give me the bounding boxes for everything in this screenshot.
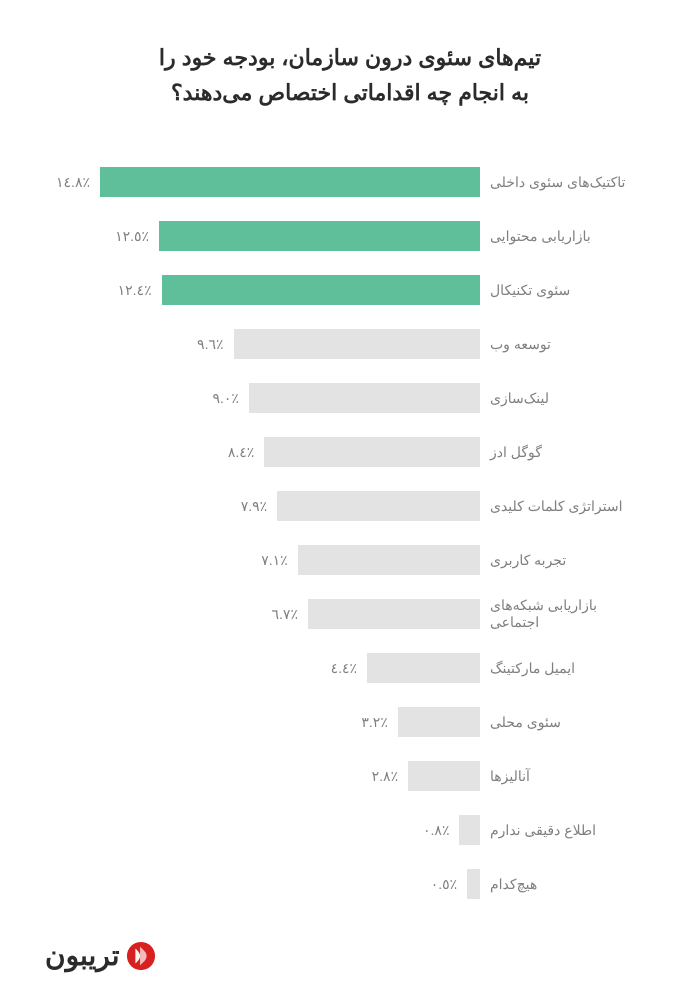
- bar-label: استراتژی کلمات کلیدی: [480, 498, 650, 515]
- title-line-2: به انجام چه اقداماتی اختصاص می‌دهند؟: [171, 80, 529, 105]
- bar-track: ٪١٢.٥: [50, 221, 480, 251]
- bar-row: بازاریابی محتوایی ٪١٢.٥: [50, 209, 650, 263]
- bar-row: تجربه کاربری ٪٧.١: [50, 533, 650, 587]
- bar-track: ٪٧.٩: [50, 491, 480, 521]
- bar-track: ٪٩.٠: [50, 383, 480, 413]
- bar-value: ٪٧.١: [261, 552, 287, 569]
- bar-label: بازاریابی شبکه‌های اجتماعی: [480, 597, 650, 631]
- bar-label: اطلاع دقیقی ندارم: [480, 822, 650, 839]
- bar-row: ایمیل مارکتینگ ٪٤.٤: [50, 641, 650, 695]
- bar-fill: [100, 167, 480, 197]
- bar-fill: [408, 761, 480, 791]
- bar-value: ٪٢.٨: [372, 768, 398, 785]
- bar-value: ٪١٢.٥: [115, 228, 149, 245]
- bar-label: سئوی محلی: [480, 714, 650, 731]
- bar-track: ٪٦.٧: [50, 599, 480, 629]
- bar-label: تاکتیک‌های سئوی داخلی: [480, 174, 650, 191]
- bar-fill: [162, 275, 480, 305]
- bar-row: سئوی تکنیکال ٪١٢.٤: [50, 263, 650, 317]
- bar-label: ایمیل مارکتینگ: [480, 660, 650, 677]
- bar-track: ٪٠.٨: [50, 815, 480, 845]
- bar-fill: [398, 707, 480, 737]
- bar-row: تاکتیک‌های سئوی داخلی ٪١٤.٨: [50, 155, 650, 209]
- bar-track: ٪٩.٦: [50, 329, 480, 359]
- bar-label: بازاریابی محتوایی: [480, 228, 650, 245]
- bar-fill: [234, 329, 480, 359]
- bar-row: آنالیزها ٪٢.٨: [50, 749, 650, 803]
- bar-value: ٪١٤.٨: [56, 174, 90, 191]
- bar-value: ٪٩.٦: [197, 336, 223, 353]
- bar-row: توسعه وب ٪٩.٦: [50, 317, 650, 371]
- bar-value: ٪٠.٨: [423, 822, 449, 839]
- bar-value: ٪٦.٧: [272, 606, 298, 623]
- bar-label: لینک‌سازی: [480, 390, 650, 407]
- bar-value: ٪٨.٤: [228, 444, 254, 461]
- bar-row: گوگل ادز ٪٨.٤: [50, 425, 650, 479]
- bar-value: ٪٩.٠: [212, 390, 238, 407]
- bar-track: ٪٤.٤: [50, 653, 480, 683]
- bar-label: آنالیزها: [480, 768, 650, 785]
- brand-logo-icon: [126, 941, 156, 971]
- bar-value: ٪٤.٤: [331, 660, 357, 677]
- bar-track: ٪٠.٥: [50, 869, 480, 899]
- bar-fill: [298, 545, 480, 575]
- bar-value: ٪١٢.٤: [118, 282, 152, 299]
- bar-row: بازاریابی شبکه‌های اجتماعی ٪٦.٧: [50, 587, 650, 641]
- bar-row: لینک‌سازی ٪٩.٠: [50, 371, 650, 425]
- bar-value: ٪٧.٩: [241, 498, 267, 515]
- bar-fill: [459, 815, 480, 845]
- bar-value: ٪٣.٢: [361, 714, 387, 731]
- branding: تریبون: [45, 939, 156, 972]
- bar-label: هیچ‌کدام: [480, 876, 650, 893]
- bar-fill: [308, 599, 480, 629]
- bar-track: ٪١٢.٤: [50, 275, 480, 305]
- bar-label: سئوی تکنیکال: [480, 282, 650, 299]
- bar-track: ٪٨.٤: [50, 437, 480, 467]
- bar-track: ٪٧.١: [50, 545, 480, 575]
- bar-row: سئوی محلی ٪٣.٢: [50, 695, 650, 749]
- bar-label: تجربه کاربری: [480, 552, 650, 569]
- bar-fill: [277, 491, 480, 521]
- bar-fill: [367, 653, 480, 683]
- bar-value: ٪٠.٥: [431, 876, 457, 893]
- bar-fill: [467, 869, 480, 899]
- bar-fill: [159, 221, 480, 251]
- title-line-1: تیم‌های سئوی درون سازمان، بودجه خود را: [159, 45, 541, 70]
- chart-title: تیم‌های سئوی درون سازمان، بودجه خود را ب…: [50, 40, 650, 110]
- bar-row: استراتژی کلمات کلیدی ٪٧.٩: [50, 479, 650, 533]
- budget-allocation-chart: تاکتیک‌های سئوی داخلی ٪١٤.٨ بازاریابی محتو…: [50, 155, 650, 911]
- bar-row: هیچ‌کدام ٪٠.٥: [50, 857, 650, 911]
- bar-track: ٪١٤.٨: [50, 167, 480, 197]
- bar-track: ٪٣.٢: [50, 707, 480, 737]
- bar-label: توسعه وب: [480, 336, 650, 353]
- bar-label: گوگل ادز: [480, 444, 650, 461]
- bar-track: ٪٢.٨: [50, 761, 480, 791]
- bar-fill: [264, 437, 480, 467]
- brand-text: تریبون: [45, 939, 120, 972]
- bar-fill: [249, 383, 480, 413]
- bar-row: اطلاع دقیقی ندارم ٪٠.٨: [50, 803, 650, 857]
